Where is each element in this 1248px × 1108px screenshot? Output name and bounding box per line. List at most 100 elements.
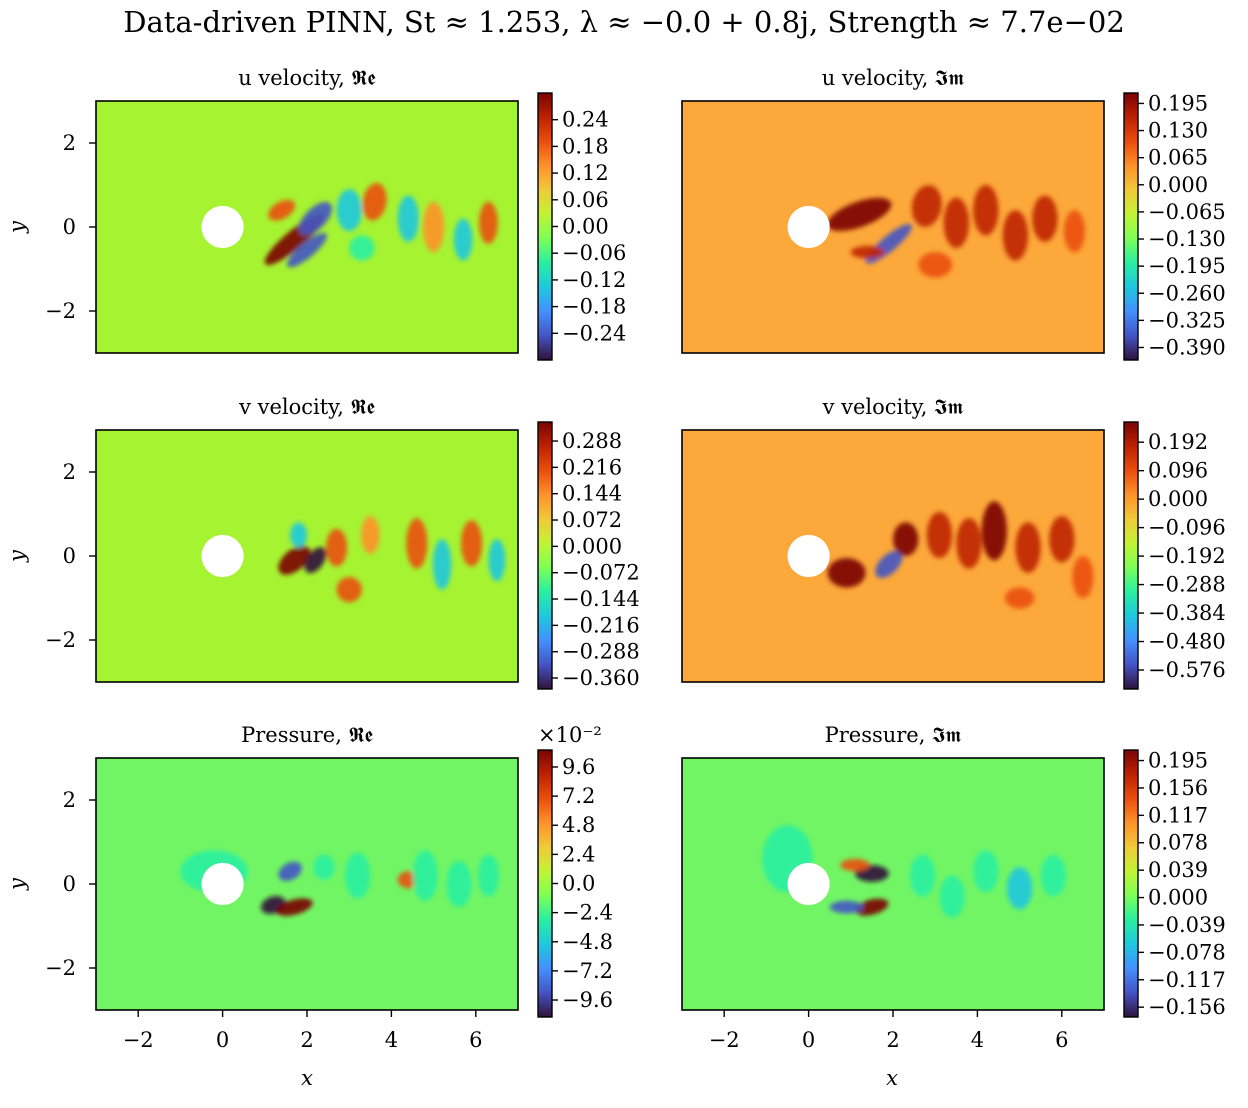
wake-blob (840, 858, 870, 872)
cylinder-circle (787, 205, 830, 249)
wake-blob (850, 245, 885, 259)
wake-blob (956, 518, 982, 569)
y-axis-label-row2: y (5, 549, 29, 563)
panel-title: v velocity, 𝕽𝖊 (238, 395, 376, 419)
colorbar-tick-label: 0.000 (562, 534, 622, 558)
colorbar-tick-label: 0.195 (1148, 91, 1208, 115)
y-axis-label-row3: y (5, 877, 29, 891)
wake-blob (939, 875, 965, 918)
wake-blob (423, 201, 445, 253)
heatmap-field (96, 430, 518, 682)
colorbar (1124, 422, 1138, 689)
wake-blob (1049, 516, 1075, 563)
colorbar-tick-label: −0.12 (562, 268, 626, 292)
colorbar-tick-label: −0.078 (1148, 940, 1226, 964)
wake-blob (1002, 210, 1029, 261)
colorbar-tick-label: −0.260 (1148, 281, 1226, 305)
colorbar-tick-label: −0.130 (1148, 227, 1226, 251)
panel-title: u velocity, 𝕽𝖊 (238, 66, 376, 90)
x-tick-label: 4 (971, 1028, 984, 1052)
wake-blob (397, 195, 419, 242)
wake-blob (1072, 556, 1094, 598)
colorbar-tick-label: 0.000 (1148, 173, 1208, 197)
wake-blob (827, 558, 866, 588)
colorbar-frame (1123, 92, 1139, 361)
wake-blob (268, 199, 296, 221)
panel-6: Pressure, 𝕴𝖒 −2 0 2 4 6 0.195 0.156 0.117 0.078 0.… (681, 723, 1226, 1052)
colorbar-tick-label: 7.2 (562, 784, 595, 808)
wake-blob (827, 197, 892, 231)
heatmap-field (682, 101, 1104, 353)
x-tick-label: −2 (123, 1028, 154, 1052)
wake-structures (827, 185, 1086, 278)
wake-blob (1006, 867, 1033, 910)
panel-2: u velocity, 𝕴𝖒 0.195 0.130 0.065 0.000 −0.065… (681, 66, 1226, 361)
colorbar-tick-label: −0.24 (562, 321, 626, 345)
colorbar-tick-label: 0.072 (562, 508, 622, 532)
colorbar-tick-label: −0.325 (1148, 308, 1226, 332)
colorbar (538, 93, 552, 360)
colorbar-tick-label: −0.072 (562, 561, 640, 585)
figure-title: Data-driven PINN, St ≈ 1.253, λ ≈ −0.0 +… (123, 5, 1125, 39)
colorbar-tick-label: −0.288 (1148, 573, 1226, 597)
y-tick-label: −2 (45, 299, 76, 323)
wake-blob (909, 854, 936, 897)
wake-blob (406, 518, 428, 569)
plot-frame (681, 100, 1105, 354)
colorbar-tick-label: −0.065 (1148, 200, 1226, 224)
cylinder-circle (201, 205, 244, 249)
y-axis-label-row1: y (5, 220, 29, 234)
colorbar-tick-label: 0.144 (562, 482, 622, 506)
panel-5: Pressure, 𝕽𝖊 2 0 −2 −2 0 2 4 6 9.6 7.2 4.8 2.4 0.0 −2.… (45, 723, 613, 1052)
y-tick-label: 0 (63, 544, 76, 568)
x-tick-label: 6 (469, 1028, 482, 1052)
colorbar-tick-label: −0.384 (1148, 601, 1226, 625)
colorbar-tick-label: −0.144 (562, 587, 640, 611)
wake-blob (461, 520, 483, 567)
wake-blob (362, 183, 387, 221)
colorbar-tick-label: −0.096 (1148, 516, 1226, 540)
wake-blob (1004, 587, 1035, 609)
colorbar-tick-label: 0.130 (1148, 119, 1208, 143)
x-tick-label: 0 (802, 1028, 815, 1052)
wake-blob (336, 189, 362, 232)
wake-blob (943, 197, 969, 248)
wake-blob (1040, 854, 1067, 897)
colorbar-tick-label: 0.288 (562, 429, 622, 453)
colorbar-tick-label: 0.192 (1148, 430, 1208, 454)
plot-frame (681, 429, 1105, 683)
wake-blob (875, 550, 903, 579)
colorbar-tick-label: 0.065 (1148, 146, 1208, 170)
colorbar-tick-label: 0.039 (1148, 858, 1208, 882)
x-tick-label: −2 (709, 1028, 740, 1052)
wake-blob (829, 900, 864, 914)
wake-blob (926, 511, 953, 559)
colorbar-tick-label: 0.06 (562, 188, 609, 212)
colorbar-tick-label: −0.06 (562, 241, 626, 265)
wake-blob (287, 232, 327, 268)
panels-group: u velocity, 𝕽𝖊20−20.240.180.120.060.00−0… (45, 66, 1226, 1052)
colorbar-tick-label: −0.576 (1148, 658, 1226, 682)
heatmap-field (96, 758, 518, 1010)
wake-blob (893, 522, 919, 556)
heatmap-background (682, 758, 1104, 1010)
colorbar-tick-label: −0.195 (1148, 254, 1226, 278)
x-tick-label: 2 (300, 1028, 313, 1052)
y-tick-label: 0 (63, 215, 76, 239)
wake-blob (911, 185, 942, 227)
y-tick-label: 2 (63, 460, 76, 484)
wake-blob (313, 854, 335, 880)
colorbar-tick-label: −0.480 (1148, 630, 1226, 654)
x-tick-label: 2 (886, 1028, 899, 1052)
colorbar-frame (1123, 749, 1139, 1018)
panel-title: u velocity, 𝕴𝖒 (822, 66, 965, 90)
colorbar-tick-label: 9.6 (562, 755, 595, 779)
colorbar-tick-label: −2.4 (562, 901, 613, 925)
colorbar-tick-label: 0.000 (1148, 886, 1208, 910)
colorbar-tick-label: −0.117 (1148, 968, 1226, 992)
cylinder-circle (787, 862, 830, 906)
colorbar-tick-label: 2.4 (562, 842, 595, 866)
cylinder-circle (201, 862, 244, 906)
colorbar (538, 750, 552, 1017)
